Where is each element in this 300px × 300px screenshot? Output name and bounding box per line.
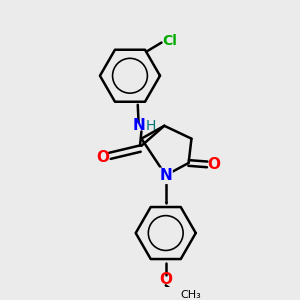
Text: O: O [96,150,109,165]
Text: CH₃: CH₃ [181,290,201,300]
Text: H: H [146,119,156,133]
Text: N: N [133,118,146,133]
Text: Cl: Cl [162,34,177,48]
Text: N: N [159,168,172,183]
Text: O: O [207,157,220,172]
Text: O: O [159,272,172,287]
